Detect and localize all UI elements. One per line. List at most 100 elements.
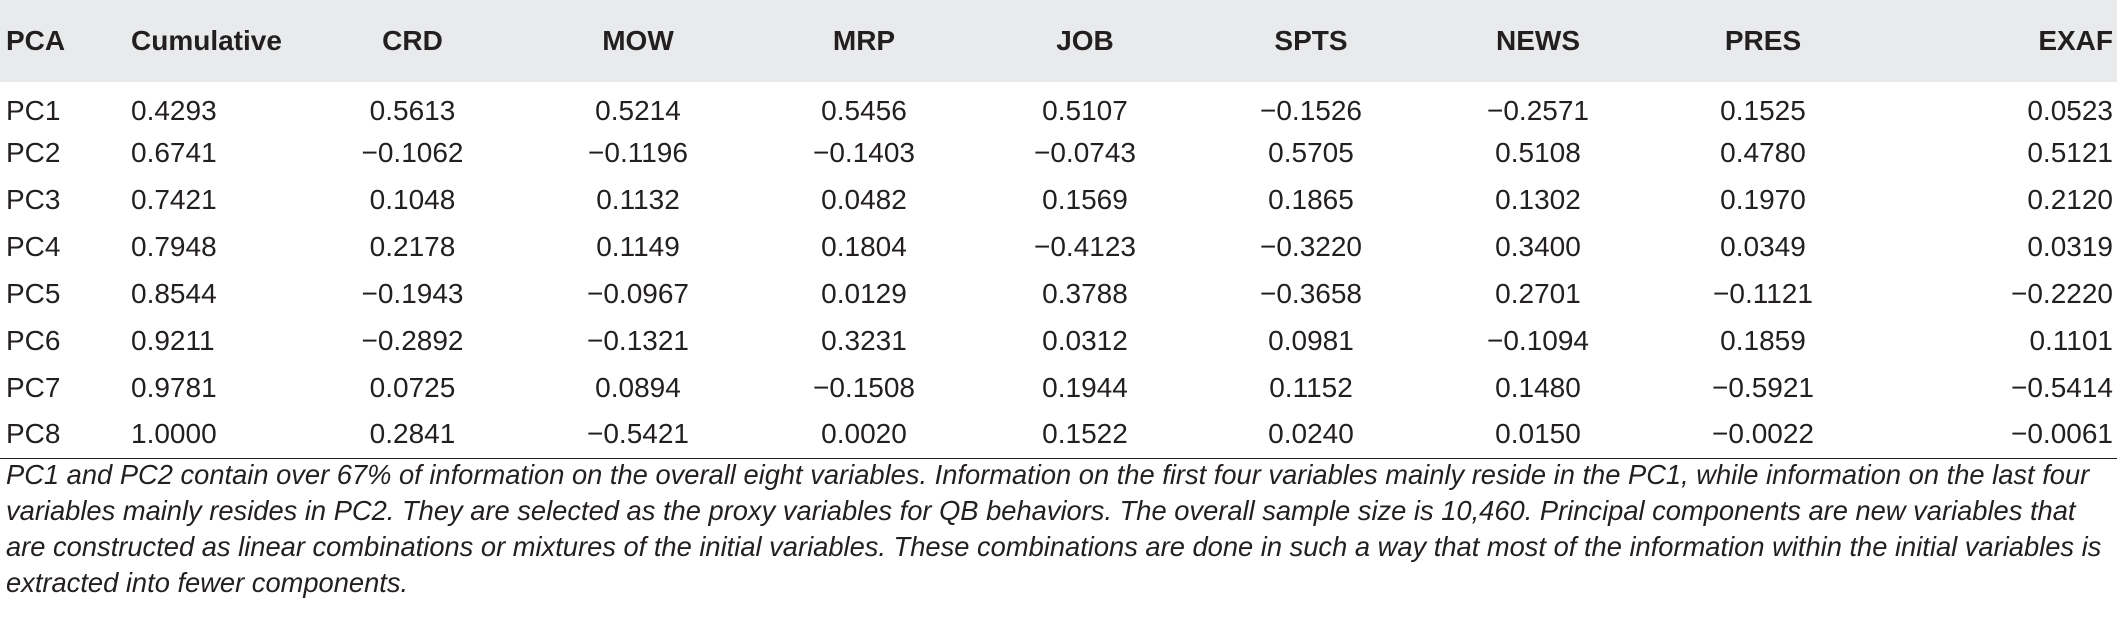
table-row: PC1 0.4293 0.5613 0.5214 0.5456 0.5107 −… — [0, 82, 2117, 129]
cell-exaf: −0.5414 — [2011, 371, 2113, 403]
cell-mow: −0.5421 — [587, 418, 689, 450]
pca-table-container: PCA Cumulative CRD MOW MRP JOB SPTS NEWS… — [0, 0, 2117, 458]
cell-mrp: 0.0482 — [821, 183, 907, 215]
cell-crd: −0.1062 — [361, 136, 464, 168]
cell-spts: 0.1865 — [1268, 183, 1354, 215]
cell-mow: −0.1321 — [587, 324, 689, 356]
cell-mrp: 0.0129 — [821, 277, 907, 309]
table-row: PC4 0.7948 0.2178 0.1149 0.1804 −0.4123 … — [0, 223, 2117, 270]
cell-mow: −0.0967 — [587, 277, 689, 309]
cell-job: −0.4123 — [1034, 230, 1136, 262]
header-mow: MOW — [602, 25, 674, 56]
row-label: PC1 — [6, 94, 61, 126]
cell-news: 0.5108 — [1495, 136, 1581, 168]
cell-crd: 0.5613 — [369, 94, 456, 126]
cell-mow: 0.0894 — [595, 371, 681, 403]
cell-mow: 0.5214 — [595, 94, 681, 126]
cell-crd: 0.2178 — [369, 230, 456, 262]
cell-news: 0.2701 — [1495, 277, 1581, 309]
cell-cumulative: 0.8544 — [131, 277, 217, 309]
row-label: PC4 — [6, 230, 61, 262]
cell-mrp: −0.1508 — [813, 371, 915, 403]
header-cumulative: Cumulative — [131, 25, 282, 56]
table-row: PC7 0.9781 0.0725 0.0894 −0.1508 0.1944 … — [0, 364, 2117, 411]
cell-cumulative: 0.7421 — [131, 183, 217, 215]
cell-mow: 0.1149 — [596, 230, 680, 262]
header-mrp: MRP — [832, 25, 896, 56]
cell-mrp: −0.1403 — [813, 136, 915, 168]
cell-news: 0.3400 — [1495, 230, 1581, 262]
cell-crd: 0.0725 — [369, 371, 456, 403]
cell-exaf: 0.0523 — [2027, 94, 2113, 126]
cell-exaf: −0.0061 — [2011, 418, 2113, 450]
cell-job: −0.0743 — [1034, 136, 1136, 168]
cell-crd: 0.2841 — [369, 418, 456, 450]
cell-crd: 0.1048 — [369, 183, 456, 215]
row-label: PC2 — [6, 136, 61, 168]
cell-exaf: 0.2120 — [2027, 183, 2113, 215]
cell-pres: 0.1970 — [1720, 183, 1806, 215]
cell-pres: 0.0349 — [1720, 230, 1806, 262]
table-body: PC1 0.4293 0.5613 0.5214 0.5456 0.5107 −… — [0, 82, 2117, 458]
cell-job: 0.1569 — [1042, 183, 1128, 215]
table-caption: PC1 and PC2 contain over 67% of informat… — [6, 459, 2102, 598]
cell-crd: −0.1943 — [361, 277, 464, 309]
cell-pres: −0.5921 — [1712, 371, 1814, 403]
cell-spts: 0.0981 — [1268, 324, 1354, 356]
cell-cumulative: 1.0000 — [131, 418, 217, 450]
pca-table: PCA Cumulative CRD MOW MRP JOB SPTS NEWS… — [0, 0, 2117, 458]
cell-exaf: 0.0319 — [2027, 230, 2113, 262]
cell-news: 0.1480 — [1495, 371, 1581, 403]
row-label: PC8 — [6, 418, 61, 450]
cell-job: 0.1522 — [1042, 418, 1128, 450]
cell-spts: −0.3220 — [1260, 230, 1362, 262]
row-label: PC7 — [6, 371, 61, 403]
cell-cumulative: 0.7948 — [131, 230, 217, 262]
cell-mow: −0.1196 — [588, 136, 688, 168]
cell-cumulative: 0.9211 — [131, 324, 215, 356]
header-pca: PCA — [6, 25, 66, 56]
table-row: PC5 0.8544 −0.1943 −0.0967 0.0129 0.3788… — [0, 270, 2117, 317]
cell-job: 0.3788 — [1042, 277, 1128, 309]
cell-exaf: 0.1101 — [2029, 324, 2113, 356]
row-label: PC3 — [6, 183, 61, 215]
header-exaf: EXAF — [2038, 25, 2113, 56]
cell-cumulative: 0.4293 — [131, 94, 217, 126]
cell-exaf: −0.2220 — [2011, 277, 2113, 309]
cell-mrp: 0.5456 — [821, 94, 907, 126]
header-crd: CRD — [382, 25, 443, 56]
cell-spts: 0.5705 — [1268, 136, 1354, 168]
row-label: PC6 — [6, 324, 61, 356]
header-spts: SPTS — [1274, 25, 1348, 56]
cell-mrp: 0.0020 — [821, 418, 907, 450]
cell-cumulative: 0.9781 — [131, 371, 217, 403]
cell-pres: 0.1859 — [1720, 324, 1806, 356]
table-header: PCA Cumulative CRD MOW MRP JOB SPTS NEWS… — [0, 0, 2117, 82]
cell-pres: 0.4780 — [1720, 136, 1806, 168]
table-row: PC6 0.9211 −0.2892 −0.1321 0.3231 0.0312… — [0, 317, 2117, 364]
table-row: PC2 0.6741 −0.1062 −0.1196 −0.1403 −0.07… — [0, 129, 2117, 176]
cell-crd: −0.2892 — [361, 324, 464, 356]
cell-spts: −0.3658 — [1260, 277, 1362, 309]
cell-cumulative: 0.6741 — [131, 136, 217, 168]
cell-job: 0.5107 — [1042, 94, 1128, 126]
table-row: PC3 0.7421 0.1048 0.1132 0.0482 0.1569 0… — [0, 176, 2117, 223]
header-news: NEWS — [1496, 25, 1580, 56]
cell-mrp: 0.3231 — [821, 324, 907, 356]
table-row: PC8 1.0000 0.2841 −0.5421 0.0020 0.1522 … — [0, 411, 2117, 458]
cell-news: −0.1094 — [1487, 324, 1589, 356]
cell-spts: −0.1526 — [1260, 94, 1362, 126]
header-job: JOB — [1056, 25, 1114, 56]
cell-news: 0.1302 — [1495, 183, 1581, 215]
cell-job: 0.1944 — [1042, 371, 1128, 403]
cell-pres: −0.0022 — [1712, 418, 1814, 450]
cell-spts: 0.0240 — [1268, 418, 1354, 450]
cell-mow: 0.1132 — [596, 183, 680, 215]
cell-news: 0.0150 — [1495, 418, 1581, 450]
cell-spts: 0.1152 — [1269, 371, 1353, 403]
cell-pres: 0.1525 — [1720, 94, 1806, 126]
row-label: PC5 — [6, 277, 61, 309]
header-pres: PRES — [1724, 25, 1802, 56]
cell-news: −0.2571 — [1487, 94, 1589, 126]
cell-mrp: 0.1804 — [821, 230, 907, 262]
